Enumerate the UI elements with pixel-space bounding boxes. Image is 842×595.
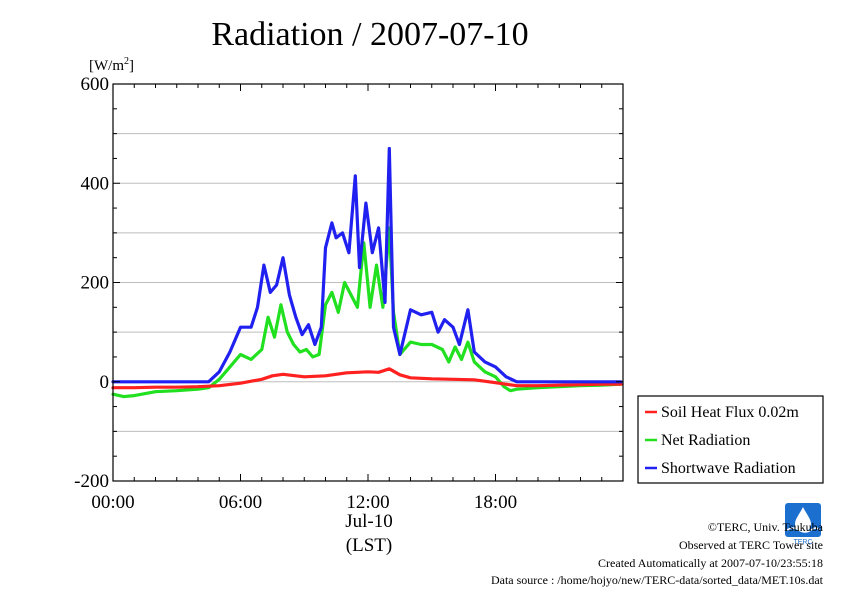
x-tick-labels: 00:00 06:00 12:00 18:00 bbox=[91, 492, 517, 513]
legend-label: Shortwave Radiation bbox=[661, 460, 796, 477]
legend-box bbox=[637, 395, 824, 484]
series-lines bbox=[111, 146, 623, 399]
x-tick-label: 00:00 bbox=[91, 492, 134, 513]
x-axis-label: (LST) bbox=[346, 535, 392, 556]
series-line-net-radiation bbox=[111, 226, 623, 399]
y-tick-label: 600 bbox=[81, 74, 110, 95]
x-tick-label: 18:00 bbox=[474, 492, 517, 513]
series-line-shortwave-radiation bbox=[111, 146, 623, 384]
y-tick-label: 0 bbox=[100, 372, 110, 393]
y-tick-label: 200 bbox=[81, 273, 110, 294]
legend-label: Net Radiation bbox=[661, 432, 750, 449]
chart-title: Radiation / 2007-07-10 bbox=[211, 16, 528, 53]
series-line-soil-heat-flux-0-02m bbox=[111, 367, 623, 390]
source-text: Data source : /home/hojyo/new/TERC-data/… bbox=[491, 573, 824, 587]
observed-text: Observed at TERC Tower site bbox=[679, 538, 823, 552]
y-tick-label: 400 bbox=[81, 173, 110, 194]
water-drop-icon bbox=[795, 507, 811, 532]
x-tick-label: 12:00 bbox=[346, 492, 389, 513]
y-tick-label: -200 bbox=[74, 471, 109, 492]
copyright-text: ©TERC, Univ. Tsukuba bbox=[708, 520, 824, 534]
legend: Soil Heat Flux 0.02m Net Radiation Shortwa… bbox=[637, 395, 824, 484]
y-axis-unit: [W/m2] bbox=[89, 56, 134, 74]
x-tick-label: 06:00 bbox=[219, 492, 262, 513]
x-date-label: Jul-10 bbox=[345, 511, 393, 532]
wave-icon bbox=[786, 527, 820, 533]
terc-logo: TERC bbox=[785, 503, 821, 546]
created-text: Created Automatically at 2007-07-10/23:5… bbox=[598, 556, 823, 570]
axis-ticks bbox=[112, 83, 624, 482]
legend-label: Soil Heat Flux 0.02m bbox=[661, 404, 799, 421]
y-tick-labels: -200 0 200 400 600 bbox=[74, 74, 109, 492]
logo-text: TERC bbox=[793, 539, 812, 546]
